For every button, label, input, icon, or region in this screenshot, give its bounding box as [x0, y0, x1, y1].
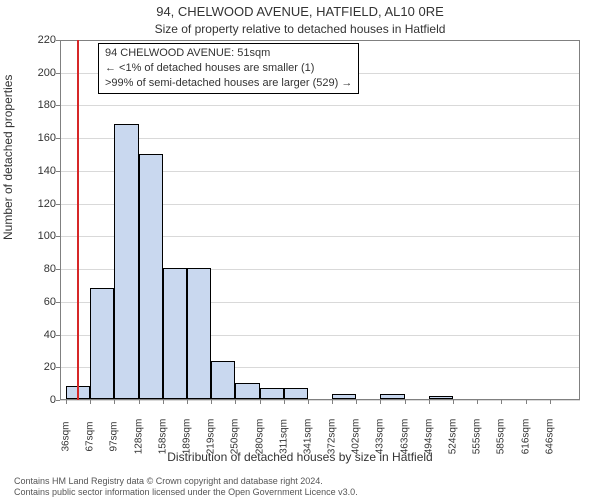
histogram-bar	[429, 396, 453, 399]
y-tick-label: 140	[26, 165, 56, 177]
histogram-bar	[380, 394, 404, 399]
y-tick-label: 0	[26, 394, 56, 406]
y-tick-label: 100	[26, 230, 56, 242]
y-tick-mark	[56, 400, 60, 401]
title-main: 94, CHELWOOD AVENUE, HATFIELD, AL10 0RE	[0, 4, 600, 19]
x-tick-mark	[260, 400, 261, 404]
histogram-bar	[187, 268, 211, 399]
x-tick-mark	[66, 400, 67, 404]
y-tick-label: 220	[26, 34, 56, 46]
y-tick-label: 120	[26, 198, 56, 210]
bars-layer	[60, 40, 580, 400]
histogram-bar	[260, 388, 284, 399]
title-sub: Size of property relative to detached ho…	[0, 22, 600, 36]
x-tick-mark	[235, 400, 236, 404]
histogram-bar	[90, 288, 114, 399]
x-tick-mark	[332, 400, 333, 404]
x-tick-mark	[211, 400, 212, 404]
footer-line-1: Contains HM Land Registry data © Crown c…	[14, 476, 600, 487]
annotation-line-1: 94 CHELWOOD AVENUE: 51sqm	[105, 46, 352, 61]
y-tick-label: 60	[26, 296, 56, 308]
histogram-bar	[139, 154, 163, 399]
marker-line	[77, 40, 79, 400]
x-tick-mark	[356, 400, 357, 404]
chart-container: 94, CHELWOOD AVENUE, HATFIELD, AL10 0RE …	[0, 0, 600, 500]
x-tick-mark	[139, 400, 140, 404]
x-tick-mark	[501, 400, 502, 404]
x-tick-mark	[550, 400, 551, 404]
x-tick-mark	[187, 400, 188, 404]
x-axis-label: Distribution of detached houses by size …	[0, 450, 600, 464]
x-tick-mark	[405, 400, 406, 404]
x-tick-mark	[526, 400, 527, 404]
x-tick-mark	[429, 400, 430, 404]
footer-line-2: Contains public sector information licen…	[14, 487, 600, 498]
y-tick-label: 160	[26, 132, 56, 144]
y-tick-label: 40	[26, 329, 56, 341]
x-tick-mark	[284, 400, 285, 404]
histogram-bar	[114, 124, 138, 399]
x-tick-mark	[163, 400, 164, 404]
y-tick-label: 20	[26, 361, 56, 373]
histogram-bar	[284, 388, 308, 399]
plot-area: 020406080100120140160180200220 36sqm67sq…	[60, 40, 580, 400]
x-tick-mark	[453, 400, 454, 404]
annotation-line-2: ← <1% of detached houses are smaller (1)	[105, 61, 352, 76]
y-tick-label: 80	[26, 263, 56, 275]
histogram-bar	[163, 268, 187, 399]
histogram-bar	[211, 361, 235, 399]
x-tick-mark	[308, 400, 309, 404]
histogram-bar	[235, 383, 259, 399]
y-tick-label: 200	[26, 67, 56, 79]
x-tick-mark	[90, 400, 91, 404]
x-tick-mark	[114, 400, 115, 404]
annotation-box: 94 CHELWOOD AVENUE: 51sqm ← <1% of detac…	[98, 43, 359, 94]
x-tick-mark	[477, 400, 478, 404]
annotation-line-3: >99% of semi-detached houses are larger …	[105, 76, 352, 91]
footer-attribution: Contains HM Land Registry data © Crown c…	[0, 476, 600, 499]
y-tick-label: 180	[26, 99, 56, 111]
x-tick-mark	[380, 400, 381, 404]
y-axis-label: Number of detached properties	[1, 75, 15, 240]
histogram-bar	[332, 394, 356, 399]
